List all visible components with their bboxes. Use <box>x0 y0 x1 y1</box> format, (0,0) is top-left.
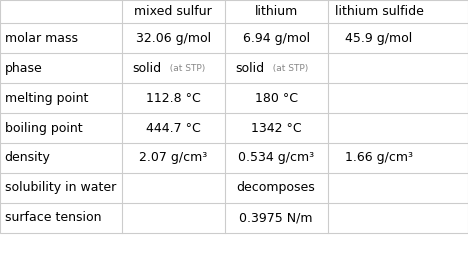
Text: solubility in water: solubility in water <box>5 181 116 194</box>
Text: mixed sulfur: mixed sulfur <box>134 5 212 18</box>
Text: 180 °C: 180 °C <box>255 92 298 105</box>
Text: 444.7 °C: 444.7 °C <box>146 122 200 135</box>
Text: phase: phase <box>5 62 43 75</box>
Text: lithium sulfide: lithium sulfide <box>335 5 424 18</box>
Text: solid: solid <box>235 62 264 75</box>
Text: 32.06 g/mol: 32.06 g/mol <box>136 32 211 45</box>
Text: lithium: lithium <box>255 5 298 18</box>
Text: density: density <box>5 151 51 165</box>
Text: solid: solid <box>132 62 161 75</box>
Text: 0.3975 N/m: 0.3975 N/m <box>239 211 313 224</box>
Text: 1342 °C: 1342 °C <box>251 122 301 135</box>
Text: molar mass: molar mass <box>5 32 78 45</box>
Text: 2.07 g/cm³: 2.07 g/cm³ <box>139 151 207 165</box>
Text: 1.66 g/cm³: 1.66 g/cm³ <box>345 151 413 165</box>
Text: 0.534 g/cm³: 0.534 g/cm³ <box>238 151 314 165</box>
Bar <box>0 0 468 233</box>
Text: boiling point: boiling point <box>5 122 82 135</box>
Text: decomposes: decomposes <box>237 181 315 194</box>
Text: melting point: melting point <box>5 92 88 105</box>
Text: (at STP): (at STP) <box>164 64 205 73</box>
Text: 6.94 g/mol: 6.94 g/mol <box>242 32 310 45</box>
Text: (at STP): (at STP) <box>267 64 308 73</box>
Text: surface tension: surface tension <box>5 211 101 224</box>
Text: 45.9 g/mol: 45.9 g/mol <box>345 32 413 45</box>
Text: 112.8 °C: 112.8 °C <box>146 92 200 105</box>
